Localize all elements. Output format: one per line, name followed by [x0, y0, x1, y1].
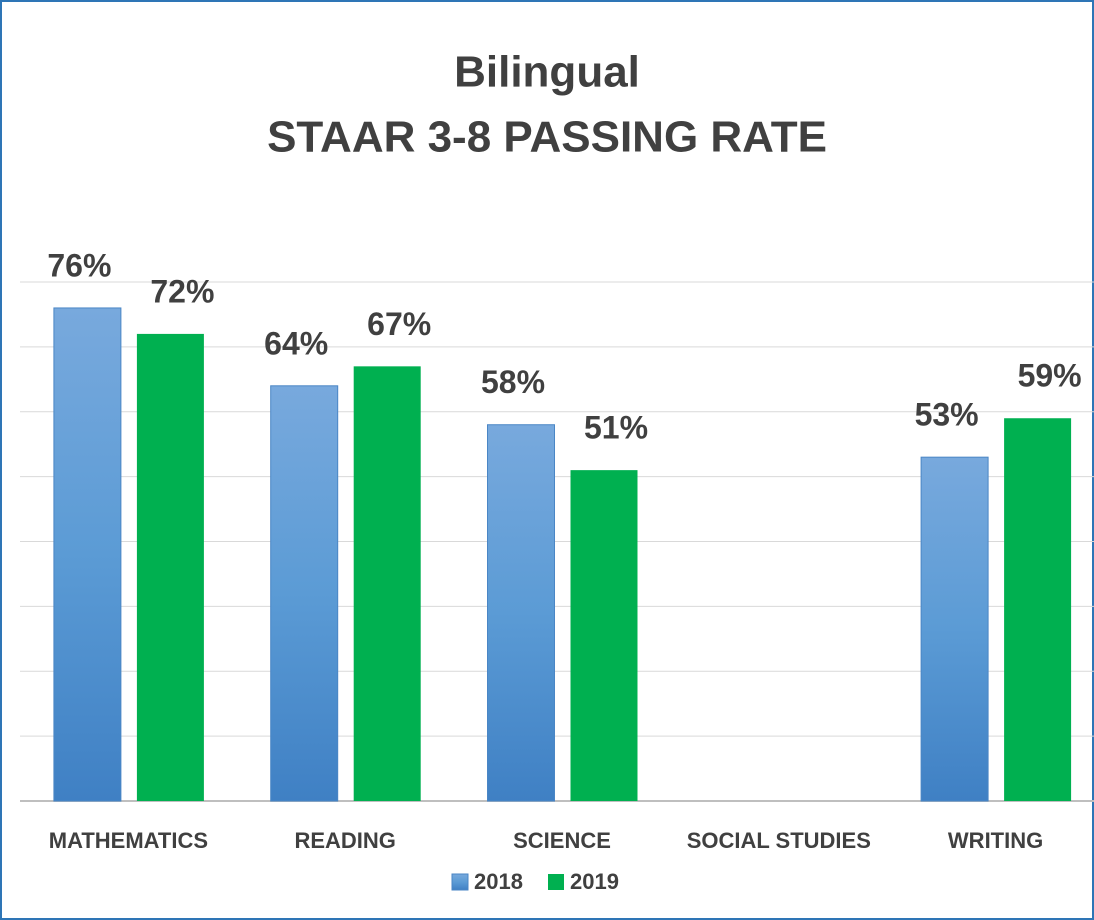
x-tick-label: MATHEMATICS [49, 828, 208, 853]
chart-title: Bilingual [454, 48, 640, 97]
data-label: 53% [915, 397, 979, 433]
data-label: 58% [481, 364, 545, 400]
chart-subtitle: STAAR 3-8 PASSING RATE [267, 113, 827, 162]
legend-swatch [548, 874, 564, 890]
bar [487, 424, 555, 802]
x-tick-label: SOCIAL STUDIES [687, 828, 871, 853]
legend-label: 2019 [570, 869, 619, 894]
data-label: 67% [367, 306, 431, 342]
x-tick-label: WRITING [948, 828, 1043, 853]
bar [920, 456, 989, 802]
bar [1004, 418, 1072, 801]
x-tick-label: SCIENCE [513, 828, 611, 853]
bar [53, 307, 122, 802]
legend-label: 2018 [474, 869, 523, 894]
data-label: 59% [1018, 358, 1082, 394]
bar [136, 333, 204, 801]
data-label: 51% [584, 410, 648, 446]
data-label: 72% [150, 273, 214, 309]
legend-swatch [451, 873, 469, 891]
data-label: 76% [47, 247, 111, 283]
x-tick-label: READING [294, 828, 395, 853]
bar [570, 470, 638, 801]
bar [353, 366, 421, 801]
data-label: 64% [264, 325, 328, 361]
bar [270, 385, 339, 802]
